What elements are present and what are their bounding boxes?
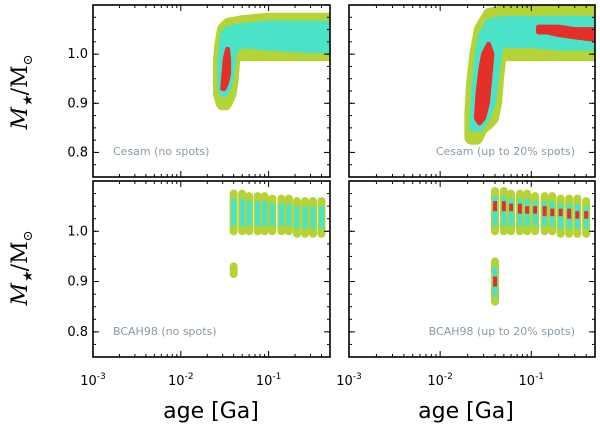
x-tick-label: 10-3 bbox=[80, 372, 106, 389]
svg-text:M★/M⊙: M★/M⊙ bbox=[8, 230, 36, 306]
x-tick-label: 10-1 bbox=[519, 372, 545, 389]
x-axis-label-right: age [Ga] bbox=[418, 399, 514, 424]
panel-annotation: BCAH98 (no spots) bbox=[113, 325, 217, 338]
y-tick-label: 0.8 bbox=[67, 145, 88, 160]
panel-top-right: Cesam (up to 20% spots) bbox=[348, 4, 596, 178]
y-axis-label-bottom: M★/M⊙ bbox=[8, 230, 36, 306]
y-tick-label: 0.9 bbox=[67, 275, 88, 290]
y-axis-label-top: M★/M⊙ bbox=[8, 54, 36, 130]
y-tick-label: 0.9 bbox=[67, 96, 88, 111]
panel-annotation: Cesam (no spots) bbox=[113, 145, 209, 158]
region-core bbox=[473, 41, 495, 126]
panel-top-left: 0.8 0.9 1.0 Cesam (no spots) bbox=[67, 4, 331, 178]
region-core bbox=[220, 46, 232, 91]
panel-bottom-right: 10-3 10-2 10-1 BCAH98 (up to 20% spots) bbox=[336, 180, 596, 389]
x-tick-label: 10-2 bbox=[168, 372, 194, 389]
panel-annotation: BCAH98 (up to 20% spots) bbox=[429, 325, 575, 338]
region-inner bbox=[469, 15, 595, 132]
plot-area bbox=[491, 187, 591, 306]
svg-text:M★/M⊙: M★/M⊙ bbox=[8, 54, 36, 130]
plot-area bbox=[229, 189, 326, 279]
panel-bottom-left: 0.8 0.9 1.0 10-3 10-2 10-1 BCAH98 (no spots) bbox=[67, 180, 331, 389]
x-tick-label: 10-3 bbox=[336, 372, 362, 389]
plot-area bbox=[464, 5, 595, 145]
x-tick-label: 10-2 bbox=[427, 372, 453, 389]
y-tick-label: 0.8 bbox=[67, 325, 88, 340]
y-tick-label: 1.0 bbox=[67, 47, 88, 62]
panels: 0.8 0.9 1.0 Cesam (no spots) Cesam (up to 20… bbox=[67, 4, 596, 389]
panel-annotation: Cesam (up to 20% spots) bbox=[436, 145, 575, 158]
region-core-top bbox=[536, 24, 595, 42]
x-tick-label: 10-1 bbox=[256, 372, 282, 389]
y-tick-label: 1.0 bbox=[67, 224, 88, 239]
plot-area bbox=[213, 12, 330, 111]
x-axis-label-left: age [Ga] bbox=[163, 399, 259, 424]
